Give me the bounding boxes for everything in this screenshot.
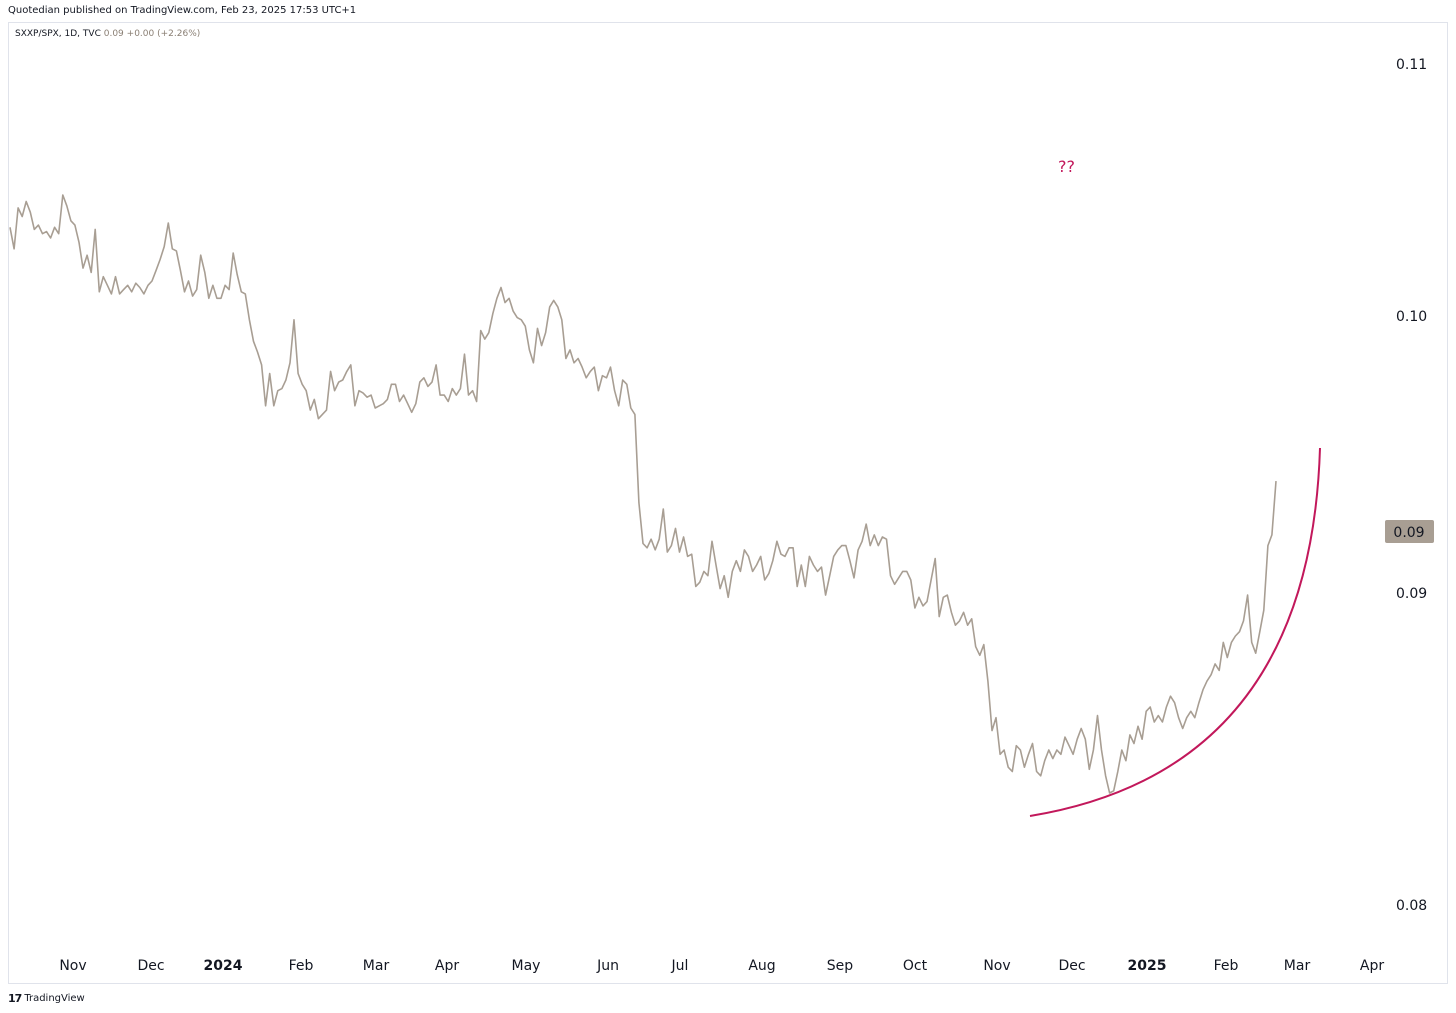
legend-change: +0.00 (+2.26%) (126, 29, 201, 39)
x-tick-label: 2024 (204, 958, 243, 974)
x-tick-label: Aug (748, 958, 775, 974)
x-tick-label: 2025 (1128, 958, 1167, 974)
x-tick-label: Mar (1284, 958, 1311, 974)
y-tick-label: 0.10 (1396, 309, 1427, 325)
trend-arc (1029, 447, 1321, 817)
x-tick-label: Apr (1360, 958, 1384, 974)
annotation-question-marks: ?? (1058, 157, 1075, 176)
x-tick-label: Mar (363, 958, 390, 974)
footer-brand-text: TradingView (24, 993, 85, 1004)
tradingview-logo-icon: 17 (8, 992, 22, 1005)
x-tick-label: Feb (1214, 958, 1239, 974)
x-tick-label: Jul (671, 958, 689, 974)
y-tick-label: 0.08 (1396, 898, 1427, 914)
x-tick-label: Dec (137, 958, 164, 974)
x-tick-label: Sep (827, 958, 854, 974)
x-axis: Nov Dec 2024 Feb Mar Apr May Jun Jul Aug Sep Oct Nov… (59, 958, 1384, 974)
x-tick-label: Feb (289, 958, 314, 974)
chart-frame (8, 22, 1448, 984)
x-tick-label: Nov (59, 958, 86, 974)
footer-brand: 17 TradingView (8, 992, 85, 1005)
x-tick-label: May (512, 958, 541, 974)
legend-symbol: SXXP/SPX, 1D, TVC (15, 29, 101, 39)
x-tick-label: Dec (1058, 958, 1085, 974)
x-tick-label: Oct (903, 958, 928, 974)
y-tick-label: 0.09 (1396, 586, 1427, 602)
x-tick-label: Jun (596, 958, 619, 974)
y-axis: 0.11 0.10 0.09 0.08 (1396, 57, 1427, 914)
last-price-label: 0.09 (1393, 525, 1424, 541)
symbol-legend: SXXP/SPX, 1D, TVC 0.09 +0.00 (+2.26%) (15, 29, 200, 39)
last-price-box: 0.09 (1385, 520, 1434, 543)
x-tick-label: Apr (435, 958, 459, 974)
published-caption: Quotedian published on TradingView.com, … (8, 5, 357, 16)
x-tick-label: Nov (983, 958, 1010, 974)
legend-last: 0.09 (103, 29, 124, 39)
y-tick-label: 0.11 (1396, 57, 1427, 73)
series-line-sxxp-spx (9, 194, 1277, 794)
